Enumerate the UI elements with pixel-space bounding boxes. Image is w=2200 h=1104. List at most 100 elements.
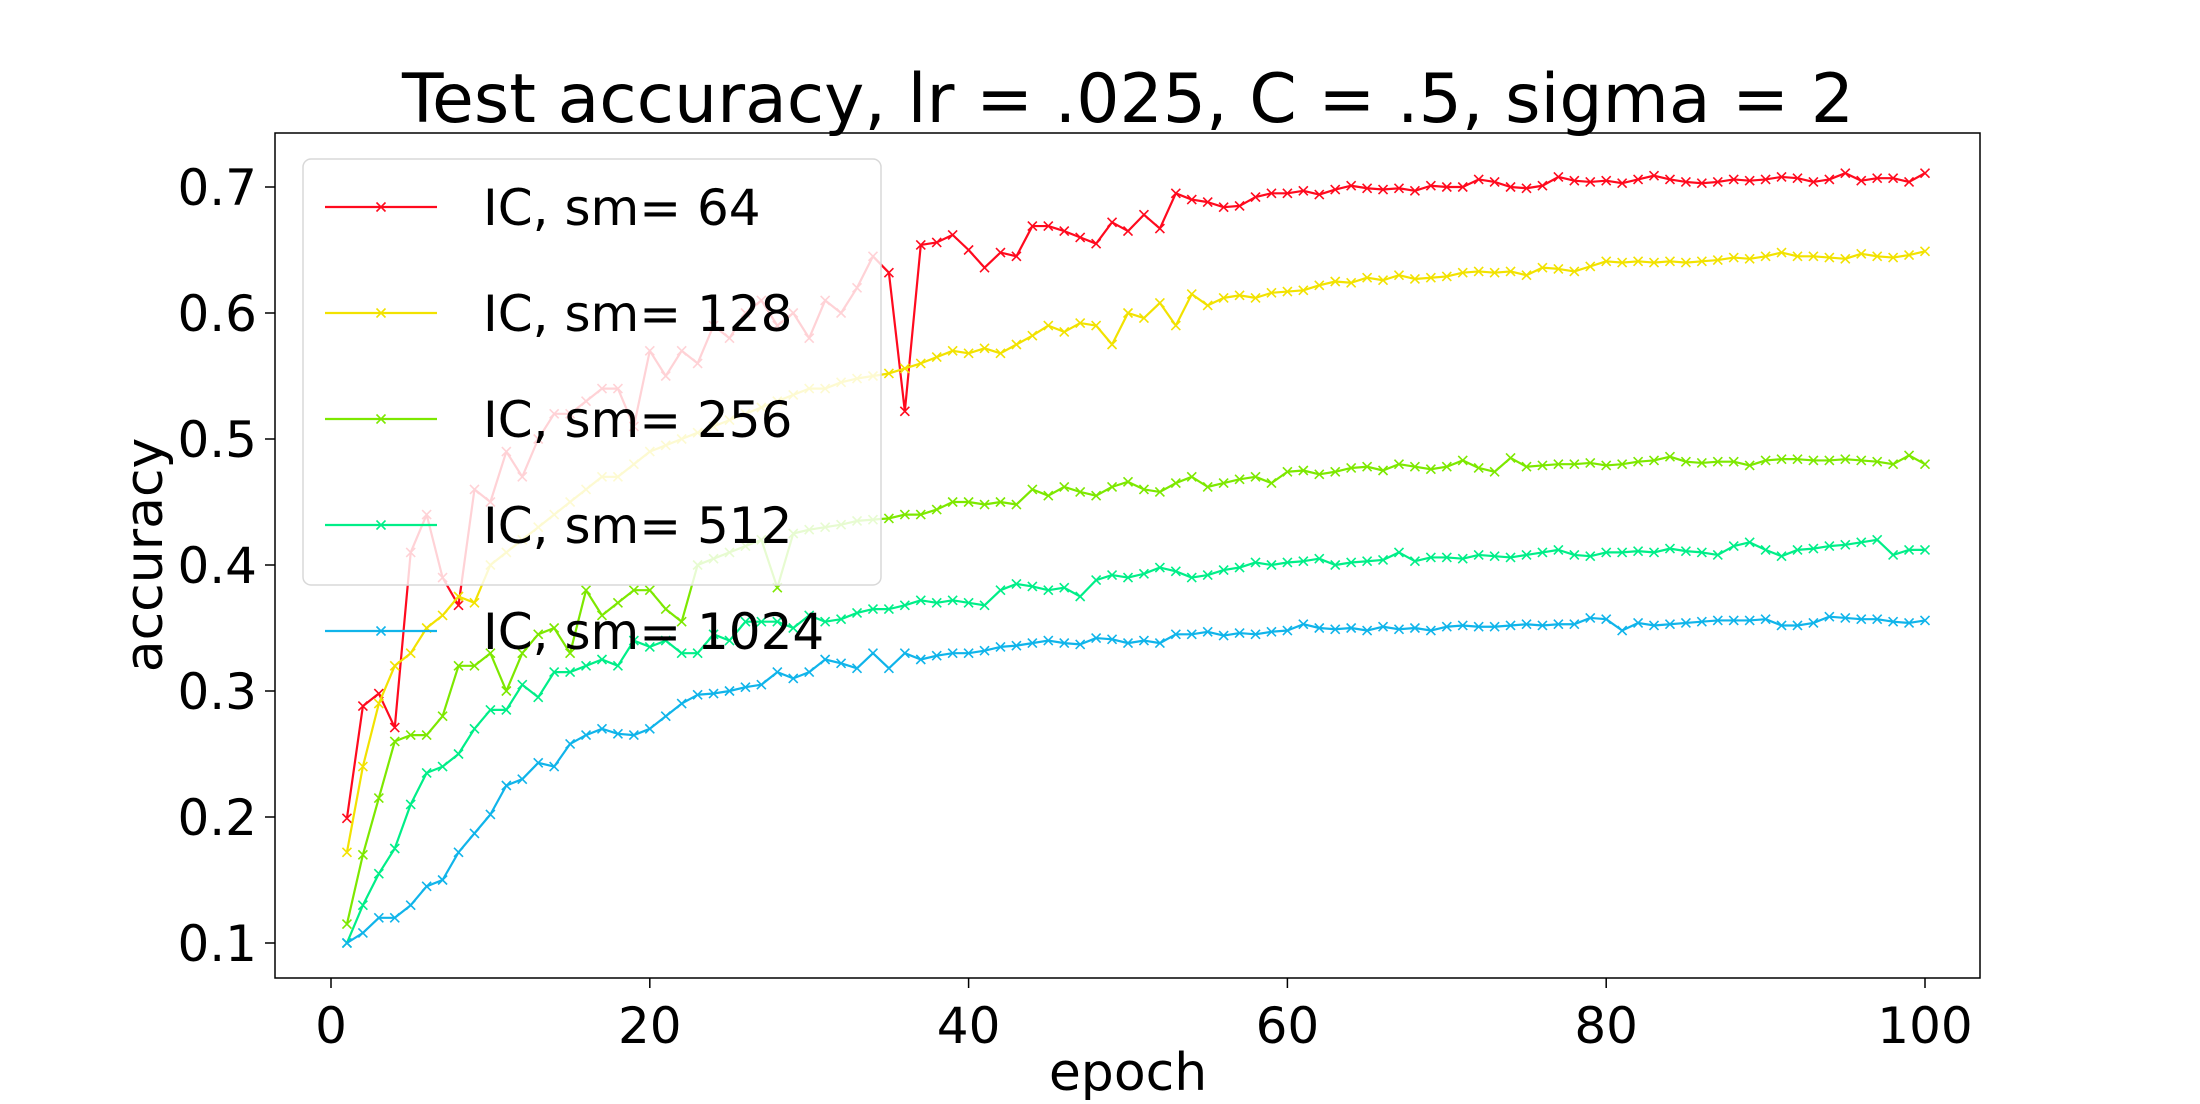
data-point-marker <box>628 730 639 741</box>
data-point-marker <box>1840 539 1851 550</box>
data-point-marker <box>947 595 958 606</box>
data-point-marker <box>549 622 560 634</box>
data-point-marker <box>1521 183 1532 194</box>
data-point-marker <box>963 348 974 359</box>
data-point-marker <box>373 912 384 923</box>
data-point-marker <box>963 244 974 256</box>
data-point-marker <box>1043 635 1054 646</box>
data-point-marker <box>836 658 847 669</box>
series-ic-sm-1024 <box>341 611 1931 949</box>
data-point-marker <box>1393 183 1405 194</box>
data-point-marker <box>1106 481 1118 492</box>
data-point-marker <box>1537 460 1548 471</box>
series-line <box>346 615 1926 944</box>
data-point-marker <box>1186 194 1197 205</box>
data-point-marker <box>1314 553 1325 564</box>
data-point-marker <box>1712 255 1723 266</box>
data-point-marker <box>867 604 879 615</box>
data-point-marker <box>1872 456 1883 467</box>
data-point-marker <box>676 648 687 659</box>
data-point-marker <box>708 629 719 640</box>
data-point-marker <box>1234 290 1245 301</box>
data-point-marker <box>1170 188 1181 199</box>
data-point-marker <box>405 900 416 911</box>
data-point-marker <box>1553 263 1564 274</box>
data-point-marker <box>1425 552 1436 563</box>
data-point-marker <box>947 648 958 659</box>
data-point-marker <box>1314 280 1325 291</box>
data-point-marker <box>995 247 1006 258</box>
data-point-marker <box>1728 615 1739 626</box>
data-point-marker <box>1696 547 1707 558</box>
data-point-marker <box>1617 178 1628 189</box>
data-point-marker <box>389 722 400 733</box>
data-point-marker <box>788 622 799 634</box>
data-point-marker <box>389 736 400 747</box>
data-point-marker <box>1059 326 1070 337</box>
data-point-marker <box>1585 261 1596 272</box>
data-point-marker <box>1266 478 1277 489</box>
data-point-marker <box>1521 549 1532 560</box>
legend-label: IC, sm= 128 <box>483 285 792 343</box>
data-point-marker <box>1473 621 1484 632</box>
data-point-marker <box>1808 543 1819 554</box>
data-point-marker <box>580 660 592 671</box>
data-point-marker <box>453 591 464 602</box>
data-point-marker <box>1409 185 1420 196</box>
data-point-marker <box>1298 185 1309 196</box>
data-point-marker <box>533 629 544 640</box>
data-point-marker <box>1919 246 1931 257</box>
data-point-marker <box>1425 180 1436 191</box>
data-point-marker <box>341 847 353 858</box>
data-point-marker <box>1712 615 1723 626</box>
data-point-marker <box>1234 200 1245 211</box>
data-point-marker <box>979 499 990 510</box>
data-point-marker <box>1903 249 1915 261</box>
data-point-marker <box>1011 640 1022 651</box>
data-point-marker <box>1027 330 1038 341</box>
data-point-marker <box>899 406 910 417</box>
data-point-marker <box>1664 543 1676 554</box>
x-axis: 0 20 40 60 80 100 <box>315 978 1973 1055</box>
data-point-marker <box>1091 633 1102 644</box>
data-point-marker <box>804 610 815 621</box>
data-point-marker <box>469 723 480 734</box>
data-point-marker <box>1872 614 1883 625</box>
data-point-marker <box>1393 547 1405 558</box>
data-point-marker <box>1282 188 1293 199</box>
legend: IC, sm= 64 IC, sm= 128 IC, sm= 256 IC, sm= … <box>302 158 882 661</box>
data-point-marker <box>1011 251 1022 262</box>
data-point-marker <box>437 761 448 772</box>
data-point-marker <box>1489 176 1500 188</box>
data-point-marker <box>1648 620 1660 631</box>
data-point-marker <box>1091 320 1102 331</box>
data-point-marker <box>1218 202 1229 213</box>
data-point-marker <box>1122 638 1134 649</box>
data-point-marker <box>899 648 910 659</box>
data-point-marker <box>1298 556 1309 567</box>
data-point-marker <box>453 748 464 760</box>
data-point-marker <box>1218 564 1229 576</box>
data-point-marker <box>1792 454 1803 465</box>
data-point-marker <box>1457 181 1468 193</box>
data-point-marker <box>1330 184 1341 195</box>
data-point-marker <box>1218 630 1229 641</box>
data-point-marker <box>517 648 528 659</box>
data-point-marker <box>1760 251 1771 262</box>
data-point-marker <box>1648 547 1660 558</box>
legend-marker-x-icon <box>375 519 387 531</box>
data-point-marker <box>1346 462 1357 474</box>
data-point-marker <box>1393 459 1405 470</box>
data-point-marker <box>1202 570 1213 581</box>
data-point-marker <box>1075 486 1086 497</box>
data-point-marker <box>1521 461 1532 472</box>
y-tick-label: 0.7 <box>177 159 257 217</box>
data-point-marker <box>596 610 608 621</box>
data-point-marker <box>660 604 671 615</box>
data-point-marker <box>1330 559 1341 571</box>
data-point-marker <box>1856 537 1867 548</box>
legend-marker-x-icon <box>375 625 387 637</box>
data-point-marker <box>963 496 974 508</box>
data-point-marker <box>931 352 942 363</box>
data-point-marker <box>883 513 894 524</box>
